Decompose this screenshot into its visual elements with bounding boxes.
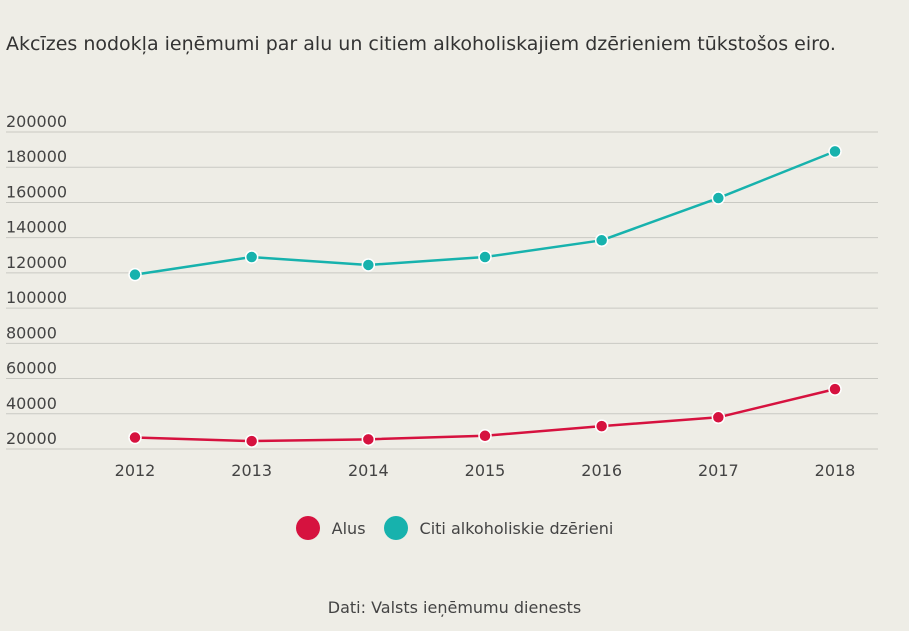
y-tick-label: 20000: [6, 429, 57, 448]
y-tick-label: 200000: [6, 112, 67, 131]
y-tick-label: 140000: [6, 218, 67, 237]
data-point[interactable]: [711, 191, 726, 205]
data-source: Dati: Valsts ieņēmumu dienests: [327, 598, 582, 617]
y-axis-tick-labels: 200000 180000 160000 140000 120000 100000 8000…: [6, 112, 67, 448]
legend-item-citi[interactable]: Citi alkoholiskie dzērieni: [383, 516, 614, 540]
data-point[interactable]: [244, 250, 259, 264]
chart-title: Akcīzes nodokļa ieņēmumi par alu un citi…: [6, 33, 836, 55]
x-axis-tick-labels: 2012 2013 2014 2015 2016 2017 2018: [115, 461, 856, 480]
grid-lines: [6, 131, 878, 450]
data-point[interactable]: [244, 434, 259, 448]
data-point[interactable]: [361, 432, 376, 447]
data-point[interactable]: [828, 144, 842, 159]
y-tick-label: 60000: [6, 359, 57, 378]
legend-swatch-citi: [383, 516, 408, 540]
y-tick-label: 40000: [6, 394, 57, 413]
y-tick-label: 120000: [6, 253, 67, 272]
y-tick-label: 80000: [6, 323, 57, 342]
x-tick-label: 2014: [348, 461, 389, 480]
data-point[interactable]: [828, 382, 842, 396]
legend: Alus Citi alkoholiskie dzērieni: [0, 516, 909, 540]
data-point[interactable]: [361, 258, 376, 272]
x-tick-label: 2017: [698, 461, 739, 480]
data-point[interactable]: [594, 233, 609, 248]
data-point[interactable]: [478, 429, 492, 443]
series-points: [128, 144, 842, 448]
x-tick-label: 2018: [815, 461, 856, 480]
y-tick-label: 180000: [6, 147, 67, 166]
x-tick-label: 2012: [115, 461, 156, 480]
data-point[interactable]: [128, 430, 142, 445]
x-tick-label: 2015: [465, 461, 506, 480]
legend-label-citi: Citi alkoholiskie dzērieni: [419, 518, 614, 538]
y-tick-label: 160000: [6, 182, 67, 201]
x-tick-label: 2013: [231, 461, 272, 480]
series-lines: [134, 150, 836, 443]
legend-swatch-alus: [295, 516, 320, 540]
legend-label-alus: Alus: [331, 518, 366, 538]
data-point[interactable]: [711, 410, 726, 425]
data-point[interactable]: [594, 419, 609, 433]
data-point[interactable]: [128, 267, 142, 282]
y-tick-label: 100000: [6, 288, 67, 307]
data-point[interactable]: [478, 250, 492, 264]
x-tick-label: 2016: [581, 461, 622, 480]
legend-item-alus[interactable]: Alus: [295, 516, 366, 540]
